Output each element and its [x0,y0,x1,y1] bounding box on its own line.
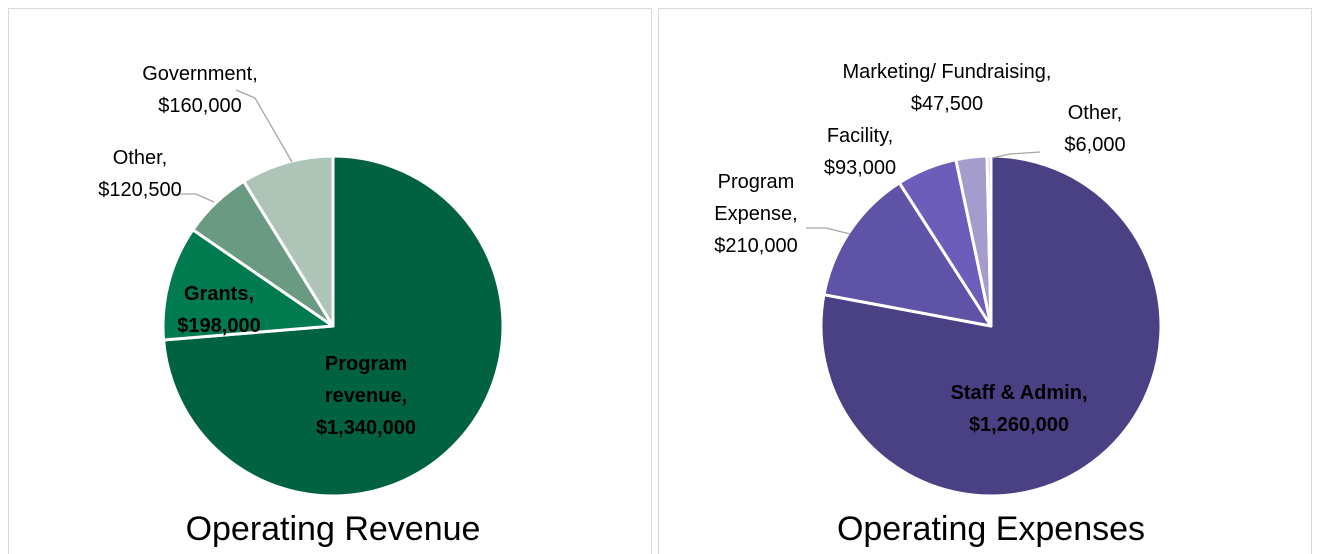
chart-title: Operating Revenue [185,510,481,548]
leader-line [991,151,1041,159]
data-label: Grants, $198,000 [177,283,261,337]
pie-slice [161,228,335,342]
data-label: Staff & Admin, $1,260,000 [950,382,1088,436]
chart-title: Operating Expenses [836,510,1146,548]
pie-slice [985,154,993,328]
leader-line [235,89,293,163]
pie-slice [819,154,1163,498]
leader-line [806,227,851,235]
data-label: Program revenue, $1,340,000 [315,353,417,439]
pie-slice [242,154,335,328]
chart-panel [658,8,1312,554]
leader-lines [180,89,1041,235]
data-label: Other, $120,500 [98,147,182,201]
pie-slice [822,181,993,328]
chart-panel [8,8,652,554]
leader-line [180,193,215,203]
data-label: Program Expense, $210,000 [714,171,798,257]
data-label: Government, $160,000 [142,63,258,117]
data-label: Facility, $93,000 [823,125,897,179]
data-label: Marketing/ Fundraising, $47,500 [842,61,1052,115]
data-label: Other, $6,000 [1064,102,1126,156]
